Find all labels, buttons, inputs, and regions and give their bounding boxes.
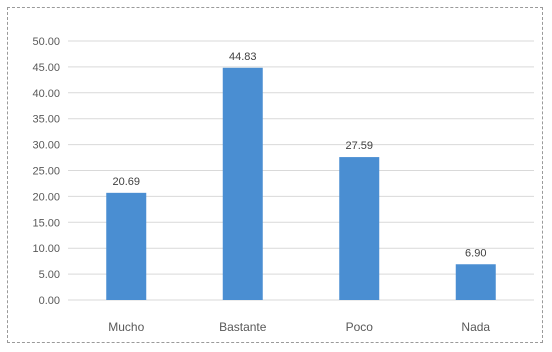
data-label: 27.59: [345, 140, 373, 152]
y-tick-label: 20.00: [32, 191, 60, 203]
y-tick-label: 5.00: [39, 269, 60, 281]
y-tick-label: 40.00: [32, 88, 60, 100]
y-tick-label: 25.00: [32, 166, 60, 178]
bar-nada: [455, 264, 496, 300]
y-axis-ticks: 0.00 5.00 10.00 15.00 20.00 25.00 30.00 35.00 40…: [32, 36, 60, 307]
category-label: Poco: [346, 320, 374, 334]
category-label: Mucho: [108, 320, 144, 334]
y-tick-label: 45.00: [32, 62, 60, 74]
data-label: 6.90: [465, 247, 486, 259]
category-label: Nada: [461, 320, 490, 334]
data-label: 44.83: [229, 51, 257, 63]
bar-poco: [339, 157, 380, 300]
y-tick-label: 10.00: [32, 243, 60, 255]
data-labels: 20.69 44.83 27.59 6.90: [112, 51, 486, 259]
y-tick-label: 35.00: [32, 114, 60, 126]
y-tick-label: 0.00: [39, 295, 60, 307]
x-axis-categories: Mucho Bastante Poco Nada: [108, 320, 490, 334]
page-edge-right: [545, 7, 552, 352]
bar-bastante: [222, 67, 263, 300]
chart-frame: 0.00 5.00 10.00 15.00 20.00 25.00 30.00 35.00 40…: [7, 7, 543, 343]
y-tick-label: 50.00: [32, 36, 60, 48]
y-tick-label: 30.00: [32, 140, 60, 152]
data-label: 20.69: [112, 176, 140, 188]
bars: [106, 67, 496, 300]
y-tick-label: 15.00: [32, 217, 60, 229]
bar-chart: 0.00 5.00 10.00 15.00 20.00 25.00 30.00 35.00 40…: [32, 36, 534, 334]
page-edge-bottom: [0, 344, 552, 352]
category-label: Bastante: [219, 320, 267, 334]
bar-mucho: [106, 192, 147, 300]
